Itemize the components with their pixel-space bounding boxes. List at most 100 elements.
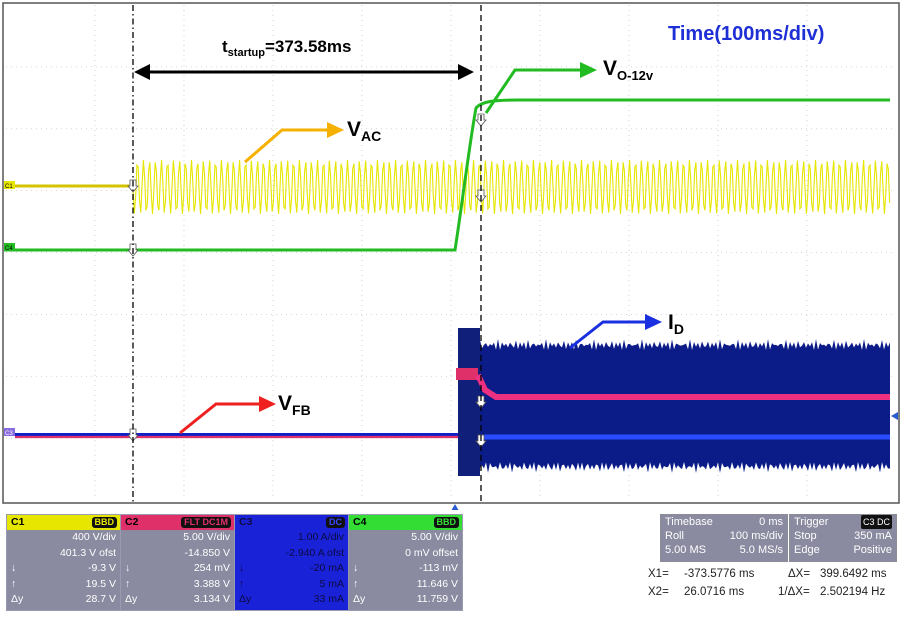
trigger-level-marker[interactable]: [891, 412, 898, 420]
cursor-x2-value: 26.0716 ms: [684, 586, 745, 598]
trigger-tags: C3 DC: [860, 515, 892, 529]
ch4-marker-label: C4: [5, 246, 13, 252]
cursor-marker: [127, 428, 139, 442]
ch3-panel-header: C3 DC: [235, 515, 348, 530]
cursor-marker: [475, 395, 487, 409]
ch1-marker-label: C1: [5, 184, 13, 190]
ch1-row-2: ↓ -9.3 V: [11, 562, 116, 574]
timebase-row-1: Roll 100 ms/div: [665, 530, 783, 542]
trigger-row-1: Stop 350 mA: [794, 530, 892, 542]
ch3-panel[interactable]: C3 DC 1.00 A/div -2.940 A ofst ↓ -20 mA ↑…: [234, 514, 349, 611]
cursor-x2-label: X2=: [648, 586, 669, 598]
ch1-row-1: 401.3 V ofst: [59, 546, 116, 559]
ch2-row-0: 5.00 V/div: [183, 531, 230, 543]
vfb-annotation: VFB: [179, 392, 311, 435]
cursor-inv-label: 1/ΔX=: [778, 586, 810, 598]
startup-sub: startup: [228, 47, 266, 59]
id-trace-band: [480, 339, 890, 473]
id-arrow-head: [645, 314, 662, 330]
ch4-row-4: Δy 11.759 V: [353, 593, 458, 605]
ch2-panel-header: C2 FLT DC1M: [121, 515, 234, 530]
ch3-row-4: Δy 33 mA: [239, 593, 344, 605]
ch4-panel-header: C4 BBD: [349, 515, 462, 530]
vfb-arrow-head: [259, 396, 276, 412]
ch3-tags: DC: [326, 517, 345, 528]
vo-label-main: V: [603, 57, 617, 80]
ch3-row-1: -2.940 A ofst: [285, 546, 344, 559]
ch2-row-3: ↑ 3.388 V: [125, 577, 230, 590]
id-trace-burst: [458, 328, 480, 476]
trigger-position-marker[interactable]: [451, 504, 459, 510]
ch3-marker[interactable]: [4, 428, 15, 436]
timebase-panel[interactable]: Timebase 0 ms Roll 100 ms/div 5.00 MS 5.0 M…: [660, 514, 788, 562]
ch1-row-0: 400 V/div: [72, 531, 116, 543]
ch2-row-1: -14.850 V: [184, 546, 230, 559]
ch4-row-1: 0 mV offset: [405, 546, 458, 559]
ch3-row-0: 1.00 A/div: [297, 531, 344, 543]
ch2-row-2: ↓ 254 mV: [125, 562, 230, 574]
startup-arrow-right-head: [458, 64, 474, 80]
vfb-arrow: [179, 402, 262, 435]
ch1-marker[interactable]: [4, 181, 15, 189]
vo-label: VO-12v: [603, 57, 654, 83]
trigger-row-2: Edge Positive: [794, 544, 892, 556]
cursor-inv-value: 2.502194 Hz: [820, 586, 886, 598]
ch3-row-3: ↑ 5 mA: [239, 577, 344, 590]
time-scale-label: Time(100ms/div): [668, 23, 824, 45]
startup-time-label: tstartup=373.58ms: [222, 37, 351, 59]
ch3-name: C3: [239, 516, 253, 528]
ch2-name: C2: [125, 516, 139, 528]
vo-arrow: [484, 68, 583, 114]
ch4-tags: BBD: [433, 517, 459, 528]
vo-annotation: VO-12v: [484, 57, 654, 114]
id-label-main: I: [668, 311, 674, 334]
oscilloscope-screen: tstartup=373.58ms Time(100ms/div) VO-12v…: [2, 2, 900, 510]
id-annotation: ID: [569, 311, 684, 350]
ch4-name: C4: [353, 516, 367, 528]
ch1-panel-header: C1 BBD: [7, 515, 120, 530]
vo-arrow-head: [580, 62, 597, 78]
ch1-row-4: Δy 28.7 V: [11, 593, 116, 605]
vfb-trace-peak: [456, 368, 478, 380]
vac-arrow-head: [327, 122, 344, 138]
vfb-label-sub: FB: [292, 402, 311, 418]
vo-label-sub: O-12v: [617, 68, 654, 83]
ch4-marker[interactable]: [4, 243, 15, 251]
vac-label: VAC: [347, 118, 381, 144]
cursor-x1-label: X1=: [648, 568, 669, 580]
vac-annotation: VAC: [244, 118, 381, 164]
ch1-tags: BBD: [91, 517, 117, 528]
ch2-row-4: Δy 3.134 V: [125, 593, 230, 605]
ch4-panel[interactable]: C4 BBD 5.00 V/div 0 mV offset ↓ -113 mV ↑…: [348, 514, 463, 611]
ch1-row-3: ↑ 19.5 V: [11, 577, 116, 590]
vac-trace: [4, 159, 891, 215]
vac-label-sub: AC: [361, 128, 381, 144]
screen-border: [2, 2, 900, 504]
vfb-label-main: V: [278, 392, 292, 415]
trigger-row-0: Trigger C3 DC: [794, 515, 892, 529]
vac-label-main: V: [347, 118, 361, 141]
vfb-label: VFB: [278, 392, 311, 418]
vo-trace: [4, 98, 890, 252]
cursor-marker: [475, 434, 487, 448]
id-label: ID: [668, 311, 684, 337]
ch1-panel[interactable]: C1 BBD 400 V/div 401.3 V ofst ↓ -9.3 V ↑ 1…: [6, 514, 121, 611]
cursor-dx-label: ΔX=: [788, 568, 811, 580]
ch4-row-0: 5.00 V/div: [411, 531, 458, 543]
vac-arrow: [244, 128, 330, 164]
ch3-row-2: ↓ -20 mA: [239, 562, 344, 574]
timebase-row-2: 5.00 MS 5.0 MS/s: [665, 544, 783, 556]
timebase-row-0: Timebase 0 ms: [665, 516, 783, 528]
ch2-panel[interactable]: C2 FLT DC1M 5.00 V/div -14.850 V ↓ 254 mV…: [120, 514, 235, 611]
trigger-panel[interactable]: Trigger C3 DC Stop 350 mA Edge Positive: [789, 514, 897, 562]
traces: [4, 98, 891, 476]
ch4-row-2: ↓ -113 mV: [353, 562, 458, 574]
id-label-sub: D: [674, 321, 684, 337]
id-arrow: [569, 320, 648, 350]
cursor-dx-value: 399.6492 ms: [820, 568, 887, 580]
ch3-marker-label: C3: [5, 431, 13, 437]
ch2-tags: FLT DC1M: [181, 517, 231, 528]
ch1-name: C1: [11, 516, 25, 528]
startup-arrow-left-head: [134, 64, 150, 80]
vfb-trace-settled: [475, 373, 890, 400]
